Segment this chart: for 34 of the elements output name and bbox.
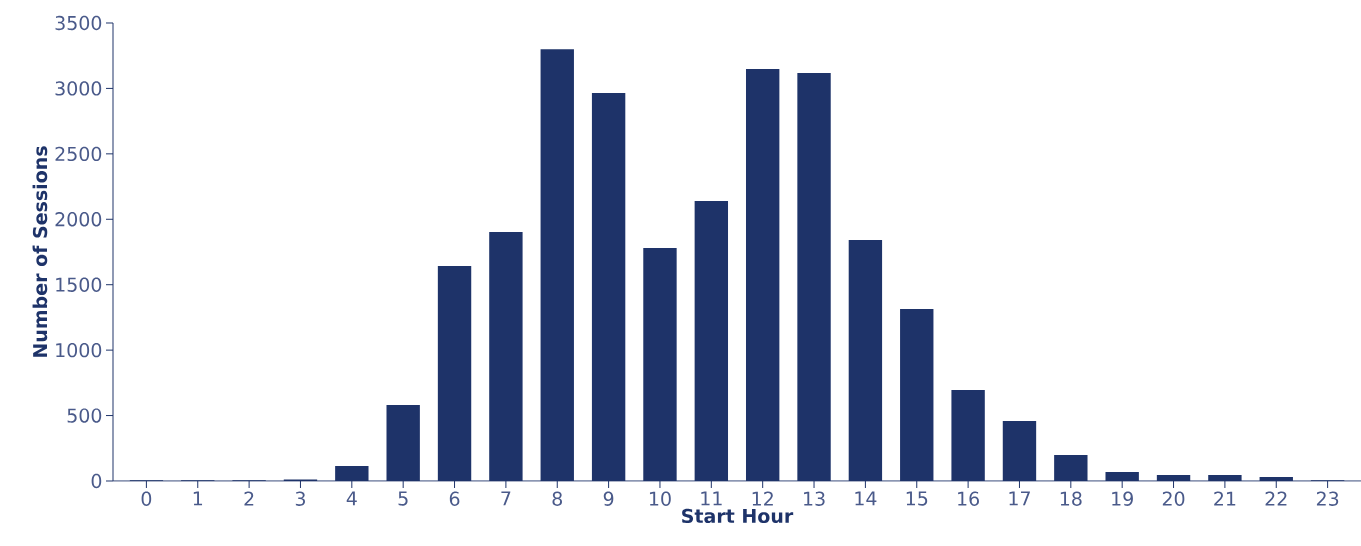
x-tick-label: 14	[855, 491, 877, 506]
x-tick-label: 8	[552, 491, 562, 506]
x-tick-label: 19	[1112, 491, 1133, 506]
x-axis-title: Start Hour	[682, 508, 794, 524]
y-tick-label: 0	[91, 473, 102, 489]
x-tick-label: 23	[1316, 491, 1339, 506]
x-tick-label: 16	[958, 491, 979, 506]
y-tick-label: 1000	[56, 342, 102, 358]
x-tick-label: 21	[1214, 491, 1236, 506]
x-tick-label: 9	[603, 491, 614, 506]
x-tick-label: 0	[141, 491, 152, 506]
y-tick-label: 2500	[55, 146, 102, 162]
x-tick-label: 12	[752, 491, 773, 506]
x-tick-label: 7	[501, 491, 511, 506]
x-tick-label: 17	[1009, 491, 1030, 506]
y-tick-label: 3500	[55, 15, 102, 31]
y-tick-label: 1500	[56, 277, 102, 292]
y-tick-label: 500	[67, 408, 102, 423]
x-tick-label: 20	[1162, 491, 1185, 506]
x-tick-label: 5	[398, 491, 408, 506]
x-tick-label: 6	[449, 491, 460, 506]
x-tick-label: 15	[906, 491, 928, 506]
x-tick-label: 10	[649, 491, 671, 506]
y-tick-label: 3000	[55, 81, 102, 96]
x-tick-label: 2	[244, 491, 254, 506]
y-tick-label: 2000	[55, 212, 102, 227]
x-tick-label: 4	[346, 491, 357, 506]
x-tick-label: 11	[701, 491, 722, 506]
y-axis-title: Number of Sessions	[32, 146, 48, 357]
x-tick-label: 13	[804, 491, 825, 506]
x-tick-label: 3	[295, 491, 305, 506]
x-tick-label: 1	[193, 491, 203, 506]
x-tick-label: 18	[1060, 491, 1082, 506]
x-tick-label: 22	[1265, 491, 1287, 506]
